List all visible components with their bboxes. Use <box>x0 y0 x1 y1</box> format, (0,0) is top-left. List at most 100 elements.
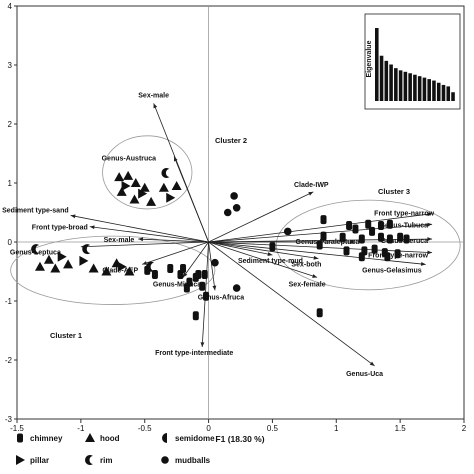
vector-label: Front type-broad <box>32 225 88 232</box>
pillar-marker <box>138 188 148 199</box>
vector-arrowhead <box>420 262 426 266</box>
chimney-marker <box>320 231 327 241</box>
vector-arrowhead <box>89 225 95 230</box>
chimney-marker <box>339 232 346 242</box>
hood-marker <box>34 261 45 271</box>
vector-arrowhead <box>369 361 375 366</box>
cluster-ellipse <box>102 135 193 210</box>
vector-label: Sediment type-mud <box>238 258 303 265</box>
loading-vector <box>173 156 209 243</box>
hood-marker <box>63 259 74 269</box>
chimney-marker <box>358 252 365 262</box>
loading-vector <box>208 191 314 243</box>
vector-label: Sediment type-sand <box>2 207 69 214</box>
eigenvalue-bar <box>375 28 379 101</box>
x-tick-label: -1.5 <box>10 424 24 433</box>
pillar-marker <box>79 255 89 266</box>
vector-label: Genus-Gelasimus <box>362 267 422 274</box>
vector-label: Genus-Tubuca <box>380 222 429 229</box>
vector-arrowhead <box>138 237 144 242</box>
vector-arrowhead <box>427 250 433 255</box>
chimney-marker <box>201 269 208 279</box>
eigenvalue-bar <box>384 60 389 101</box>
y-tick-label: -1 <box>5 297 13 306</box>
mudballs-marker <box>230 192 238 200</box>
hood-marker <box>116 186 127 196</box>
legend-hood-icon <box>85 433 95 442</box>
rim-marker <box>31 244 40 255</box>
vector-label: Front type-narrow <box>374 211 434 218</box>
y-tick-label: 1 <box>8 179 13 188</box>
vector-arrowhead <box>427 222 433 227</box>
vector-label: Sex-female <box>289 281 326 288</box>
chimney-marker <box>346 220 353 230</box>
y-tick-label: -2 <box>5 356 13 365</box>
chimney-marker <box>384 252 391 262</box>
plot-frame <box>16 5 465 420</box>
vector-arrowhead <box>200 342 205 348</box>
vector-arrowhead <box>174 156 178 162</box>
hood-marker <box>129 194 140 204</box>
cluster-label: Cluster 1 <box>50 331 82 340</box>
eigenvalue-bar <box>413 74 417 101</box>
legend-rim-label: rim <box>100 456 112 465</box>
vector-label: Genus-Uca <box>346 371 383 378</box>
chimney-marker <box>394 249 401 259</box>
eigenvalue-bar <box>436 82 441 101</box>
x-tick-label: 1.5 <box>395 424 407 433</box>
y-tick-label: -3 <box>5 415 13 424</box>
chimney-marker <box>386 219 393 229</box>
eigenvalue-bar <box>427 79 431 101</box>
chimney-marker <box>343 246 350 256</box>
y-tick-label: 3 <box>8 61 13 70</box>
eigenvalue-bar <box>441 84 446 101</box>
legend-hood-label: hood <box>100 434 120 443</box>
vector-arrowhead <box>312 274 318 278</box>
chimney-marker <box>151 269 158 279</box>
eigenvalue-bar <box>432 80 436 101</box>
loading-vector <box>138 238 209 243</box>
legend-semidome-label: semidome <box>175 434 215 443</box>
inset-y-label: Eigenvalue <box>366 40 373 77</box>
mudballs-marker <box>283 227 292 236</box>
chimney-marker <box>167 264 174 274</box>
chimney-marker <box>320 215 327 225</box>
loading-vector <box>208 213 433 243</box>
chimney-marker <box>386 234 393 244</box>
vector-arrowhead <box>212 285 217 291</box>
legend-semidome-icon <box>162 433 167 443</box>
loading-vector <box>182 241 209 278</box>
x-tick-label: 1 <box>334 424 339 433</box>
vector-arrowhead <box>70 214 76 219</box>
legend-rim-icon <box>85 455 93 465</box>
hood-marker <box>130 178 141 187</box>
loading-vector <box>142 241 209 265</box>
hood-marker <box>43 254 54 264</box>
legend-mudballs-icon <box>161 456 169 464</box>
chimney-marker <box>377 220 384 230</box>
hood-marker <box>123 170 134 180</box>
loading-vector <box>208 241 375 367</box>
hood-marker <box>50 263 61 273</box>
mudballs-marker <box>232 284 241 292</box>
chimney-marker <box>377 232 384 242</box>
rim-marker <box>82 244 91 255</box>
mudballs-marker <box>223 208 232 217</box>
eigenvalue-bar <box>398 70 403 101</box>
loading-vector <box>70 215 209 243</box>
vector-label: Clade-IWP <box>294 182 329 189</box>
vector-arrowhead <box>313 255 319 260</box>
vector-arrowhead <box>183 272 188 278</box>
inset-frame <box>364 13 461 110</box>
vector-label: Front type-intermediate <box>155 350 233 357</box>
eigenvalue-bar <box>446 86 451 101</box>
chimney-marker <box>199 281 206 291</box>
legend-pillar-label: pillar <box>30 456 49 465</box>
hood-marker <box>139 182 150 192</box>
chimney-marker <box>365 219 372 229</box>
cluster-ellipse <box>10 235 216 305</box>
pillar-marker <box>121 180 131 191</box>
eigenvalue-bar <box>389 64 393 101</box>
x-tick-label: -1 <box>77 424 85 433</box>
eigenvalue-bar <box>451 92 455 101</box>
